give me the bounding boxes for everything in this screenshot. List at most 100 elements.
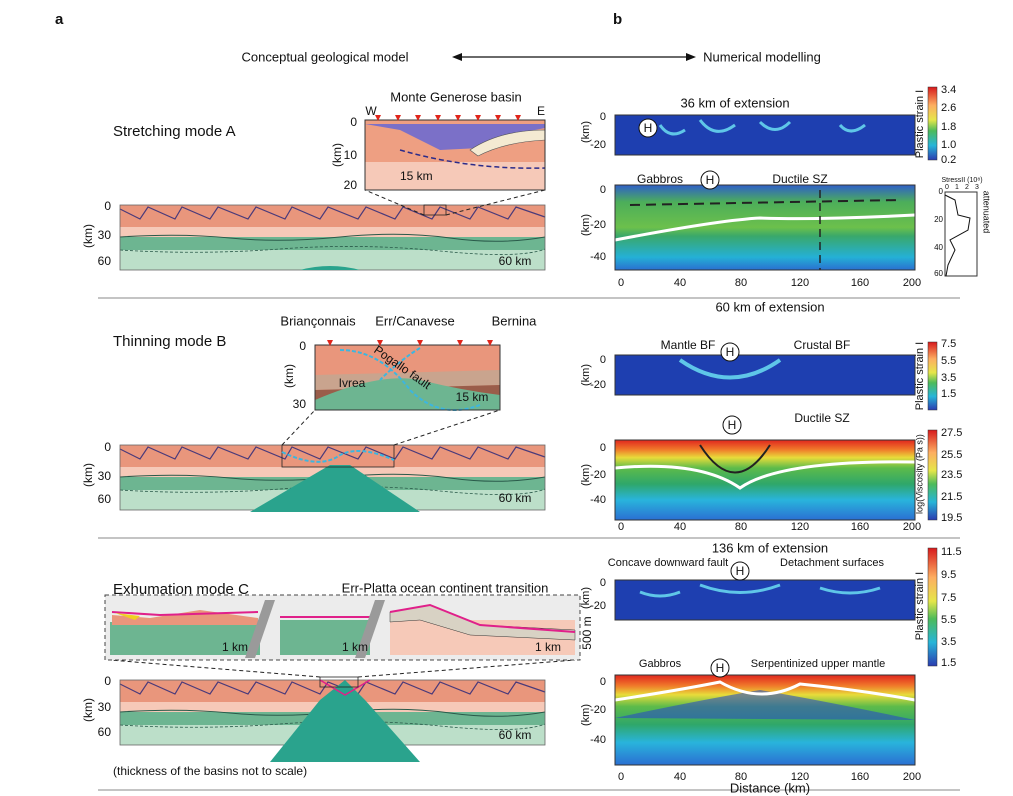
tick-label: 3.5 (941, 372, 956, 384)
mode-b-section-part (282, 410, 500, 445)
tick-label: 9.5 (941, 569, 956, 581)
tick-label: 10 (344, 148, 358, 162)
mode-title: Exhumation mode C (113, 581, 249, 598)
model-section-b (615, 440, 915, 520)
tick-label: 23.5 (941, 469, 962, 481)
label: W (365, 104, 377, 118)
tick-label: 1.8 (941, 121, 956, 133)
stress-profile (945, 192, 977, 276)
label: (km) (580, 587, 592, 609)
scale-label: 15 km (456, 390, 489, 404)
tick-label: 40 (674, 277, 686, 289)
tick-label: Bernina (492, 313, 538, 328)
tick-label: -20 (590, 469, 606, 481)
strain-plot-b (615, 355, 915, 395)
mode-title: Stretching mode A (113, 123, 236, 140)
inset-title: Monte Generose basin (390, 89, 522, 104)
tick-label: 0 (600, 442, 606, 454)
tick-label: 120 (791, 277, 809, 289)
tick-label: 160 (851, 277, 869, 289)
tick-label: 80 (735, 277, 747, 289)
tick-label: Mantle BF (661, 338, 716, 352)
tick-label: -40 (590, 494, 606, 506)
scale-label: 60 km (499, 728, 532, 742)
colorbar (928, 342, 937, 410)
tick-label: 30 (293, 397, 307, 411)
tick-label: -20 (590, 219, 606, 231)
strain-plot-b-part (615, 355, 915, 395)
mode-c-section (110, 660, 575, 762)
tick-label: Crustal BF (794, 338, 851, 352)
tick-label: 0 (939, 187, 944, 196)
mode-b-section (120, 410, 545, 512)
axis-title: Distance (km) (730, 780, 810, 795)
tick-label: 1.5 (941, 388, 956, 400)
colorbar-title: Plastic strain I (914, 572, 926, 640)
extension-label: 60 km of extension (715, 299, 824, 314)
strain-plot-a (615, 115, 915, 155)
tick-label: 0 (104, 674, 111, 688)
label: (km) (81, 463, 95, 487)
label: 500 m (580, 616, 594, 649)
tick-label: 0 (945, 184, 949, 191)
colorbar (928, 87, 937, 160)
note: (thickness of the basins not to scale) (113, 764, 307, 778)
tick-label: 200 (903, 771, 921, 783)
tick-label: Gabbros (637, 172, 683, 186)
tick-label: 1 (955, 184, 959, 191)
mode-a-section-part (120, 205, 545, 270)
tick-label: Serpentinized upper mantle (751, 658, 886, 670)
tick-label: 0 (600, 577, 606, 589)
label: attenuated (982, 191, 992, 234)
tick-label: 3 (975, 184, 979, 191)
tick-label: 7.5 (941, 592, 956, 604)
tick-label: 160 (851, 521, 869, 533)
label: (km) (580, 121, 592, 143)
tick-label: 0 (618, 521, 624, 533)
tick-label: 21.5 (941, 491, 962, 503)
inset-title: Err-Platta ocean continent transition (342, 580, 549, 595)
marker: H (706, 173, 715, 187)
tick-label: 60 (98, 492, 112, 506)
strain-plot-a-part (615, 115, 915, 155)
label: Ivrea (339, 376, 366, 390)
mode-title: Thinning mode B (113, 333, 226, 350)
label: (km) (580, 214, 592, 236)
tick-label: 1.0 (941, 139, 956, 151)
tick-label: 80 (735, 521, 747, 533)
tick-label: 3.5 (941, 636, 956, 648)
label: (km) (330, 143, 344, 167)
tick-label: 200 (903, 277, 921, 289)
tick-label: 1 km (535, 640, 561, 654)
marker: H (644, 121, 653, 135)
colorbar-title: Plastic strain I (914, 342, 926, 410)
tick-label: 0 (600, 354, 606, 366)
tick-label: Ductile SZ (794, 411, 849, 425)
mode-a-inset (365, 115, 545, 190)
tick-label: 0 (104, 199, 111, 213)
tick-label: 60 (934, 269, 943, 278)
label: (km) (580, 704, 592, 726)
tick-label: 0 (600, 676, 606, 688)
tick-label: -20 (590, 704, 606, 716)
scale-label: 60 km (499, 491, 532, 505)
scale-label: 15 km (400, 169, 433, 183)
tick-label: 60 (98, 725, 112, 739)
tick-label: Gabbros (639, 658, 682, 670)
tick-label: 5.5 (941, 614, 956, 626)
tick-label: 60 (98, 254, 112, 268)
model-section-c (615, 675, 915, 765)
label: (km) (580, 464, 592, 486)
label: E (537, 104, 545, 118)
tick-label: 2.6 (941, 102, 956, 114)
tick-label: 0 (600, 111, 606, 123)
tick-label: Concave downward fault (608, 557, 728, 569)
figure: abConceptual geological modelNumerical m… (0, 0, 1013, 796)
label: (km) (282, 364, 296, 388)
colorbar (928, 430, 937, 520)
tick-label: -40 (590, 734, 606, 746)
tick-label: 11.5 (941, 546, 962, 558)
extension-label: 136 km of extension (712, 540, 828, 555)
tick-label: 30 (98, 700, 112, 714)
marker: H (728, 418, 737, 432)
